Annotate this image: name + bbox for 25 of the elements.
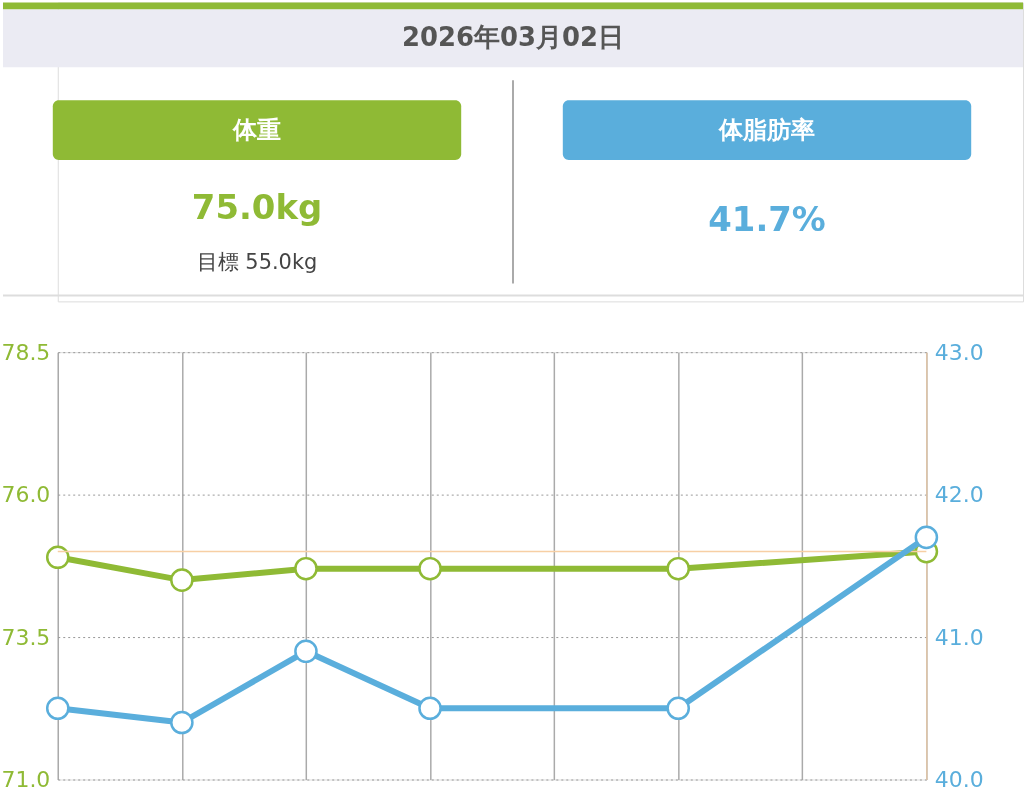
y2-tick-label: 43.0 — [934, 339, 984, 365]
point — [45, 696, 70, 721]
point — [666, 696, 691, 721]
point — [170, 568, 194, 592]
y-tick-label: 71.0 — [1, 766, 51, 792]
y-tick-label: 76.0 — [1, 482, 51, 508]
y2-tick-label: 41.0 — [934, 624, 984, 650]
text: 体脂肪率 — [718, 116, 815, 145]
point — [45, 545, 70, 570]
point — [418, 556, 442, 581]
y2-tick-label: 40.0 — [934, 766, 984, 792]
point — [418, 696, 442, 721]
y-tick-label: 73.5 — [1, 624, 51, 650]
text: 41.7% — [708, 199, 826, 239]
chart-title: 2026年03月02日 — [401, 22, 625, 53]
y-tick-label: 78.5 — [1, 339, 51, 365]
point — [294, 556, 318, 581]
text: 体重 — [232, 116, 281, 145]
point — [666, 556, 691, 581]
point — [294, 639, 318, 664]
point — [914, 525, 939, 550]
text: 75.0kg — [191, 187, 323, 227]
text: 目標 55.0kg — [196, 249, 318, 274]
point — [170, 710, 194, 735]
y2-tick-label: 42.0 — [934, 482, 984, 508]
